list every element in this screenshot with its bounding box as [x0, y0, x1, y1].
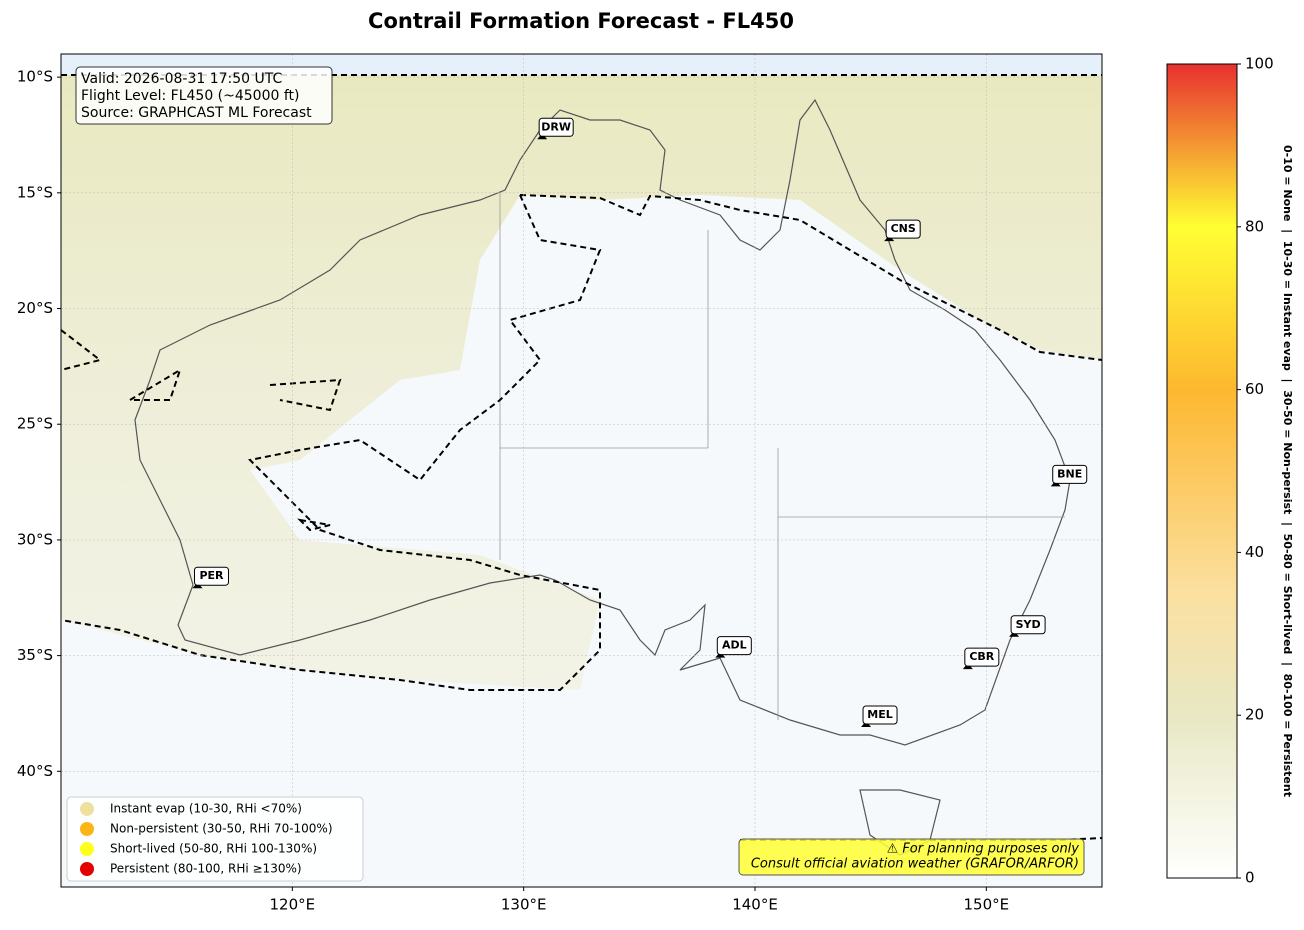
legend-swatch: [80, 802, 94, 816]
airport-label: CNS: [891, 222, 916, 235]
colorbar: [1166, 63, 1238, 879]
disclaimer-box: [738, 838, 1085, 876]
y-tick-label: 25°S: [17, 415, 53, 433]
colorbar-tick-label: 100: [1245, 55, 1274, 73]
airport-label-box: [1010, 615, 1046, 635]
y-tick-label: 20°S: [17, 299, 53, 317]
legend-label: Instant evap (10-30, RHi <70%): [110, 802, 302, 816]
colorbar-tick-label: 20: [1245, 706, 1264, 724]
info-line: Flight Level: FL450 (~45000 ft): [81, 88, 300, 104]
map: DRW CNS BNE PER ADL CBR SYD MEL: [61, 54, 1102, 887]
x-tick-label: 150°E: [964, 896, 1010, 914]
airports: DRW CNS BNE PER ADL CBR SYD MEL: [192, 117, 1088, 728]
legend-swatch: [80, 842, 94, 856]
disclaimer-line: ⚠ For planning purposes only: [887, 842, 1080, 857]
map-frame: [60, 53, 1103, 888]
y-tick-label: 30°S: [17, 530, 53, 548]
legend-box: [66, 796, 364, 882]
legend-swatch: [80, 862, 94, 876]
humidity-field: [61, 75, 1102, 690]
x-tick-label: 120°E: [270, 896, 316, 914]
colorbar-tick-label: 60: [1245, 380, 1264, 398]
airport-label: DRW: [541, 120, 571, 133]
airport-label: SYD: [1016, 618, 1041, 631]
colorbar-tick-label: 0: [1245, 869, 1255, 887]
axes: 120°E 130°E 140°E 150°E 10°S 15°S 20°S 25°S 30°S…: [17, 68, 1009, 914]
y-tick-label: 35°S: [17, 646, 53, 664]
x-tick-label: 130°E: [501, 896, 547, 914]
coastline: [134, 98, 1071, 746]
disclaimer-line: Consult official aviation weather (GRAFO…: [751, 857, 1079, 872]
colorbar-axis: 0 20 40 60 80 100 0-10 = None | 10-30 = Instan…: [1237, 55, 1294, 887]
airport-label-box: [862, 705, 898, 725]
contour: [61, 194, 1102, 691]
legend-swatch: [80, 822, 94, 836]
legend: Instant evap (10-30, RHi <70%) Non-persis…: [80, 802, 333, 876]
info-line: Source: GRAPHCAST ML Forecast: [81, 105, 312, 121]
airport-label: BNE: [1057, 467, 1082, 480]
colorbar-label: 0-10 = None | 10-30 = Instant evap | 30-…: [1281, 145, 1294, 797]
state-borders: [499, 192, 1065, 720]
grid: [61, 54, 1102, 887]
airport-label-box: [964, 647, 1000, 667]
airport-label: MEL: [867, 708, 892, 721]
airport-label-box: [538, 117, 574, 137]
y-tick-label: 10°S: [17, 68, 53, 86]
info-box: [75, 66, 333, 125]
airport-label-box: [716, 636, 752, 656]
airport-label: PER: [199, 569, 224, 582]
airport-label: ADL: [722, 639, 747, 652]
colorbar-tick-label: 80: [1245, 217, 1264, 235]
x-tick-label: 140°E: [732, 896, 778, 914]
airport-label-box: [885, 219, 921, 239]
airport-label-box: [193, 566, 229, 586]
legend-label: Short-lived (50-80, RHi 100-130%): [110, 842, 317, 856]
chart-title: Contrail Formation Forecast - FL450: [368, 9, 794, 33]
airport-label: CBR: [969, 650, 994, 663]
legend-label: Non-persistent (30-50, RHi 70-100%): [110, 822, 333, 836]
info-line: Valid: 2026-08-31 17:50 UTC: [81, 71, 282, 87]
colorbar-tick-label: 40: [1245, 543, 1264, 561]
y-tick-label: 40°S: [17, 762, 53, 780]
legend-label: Persistent (80-100, RHi ≥130%): [110, 862, 302, 876]
airport-label-box: [1052, 464, 1088, 484]
y-tick-label: 15°S: [17, 183, 53, 201]
